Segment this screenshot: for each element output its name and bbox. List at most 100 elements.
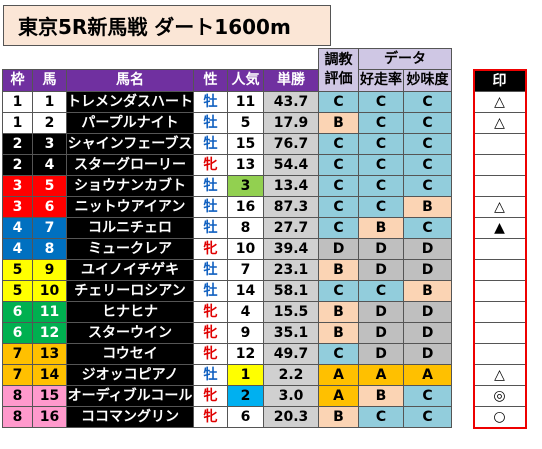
- ninki-cell: 2: [227, 384, 264, 407]
- kosoritsu-grade-cell: D: [358, 321, 404, 344]
- table-row: 1 1 トレメンダスハート牡 11 43.7 C C C △: [2, 90, 527, 113]
- table-row: 3 6 ニットウアイアン牡 16 87.3 C C B △: [2, 195, 527, 218]
- mark-cell: ○: [472, 405, 527, 429]
- gap-cell: [452, 175, 474, 196]
- ninki-cell: 4: [227, 300, 264, 323]
- tansho-cell: 58.1: [263, 279, 319, 302]
- gap-cell: [452, 322, 474, 343]
- mimido-grade-cell: C: [403, 216, 452, 239]
- tansho-cell: 76.7: [263, 132, 319, 155]
- chokyo-grade-cell: D: [318, 237, 359, 260]
- mark-cell: [472, 174, 527, 197]
- kosoritsu-grade-cell: D: [358, 237, 404, 260]
- waku-cell: 8: [2, 384, 33, 407]
- gap-cell: [452, 217, 474, 238]
- tansho-cell: 43.7: [263, 90, 319, 113]
- kosoritsu-grade-cell: C: [358, 90, 404, 113]
- tansho-cell: 3.0: [263, 384, 319, 407]
- chokyo-grade-cell: C: [318, 342, 359, 365]
- uma-cell: 3: [32, 132, 67, 155]
- kosoritsu-grade-cell: D: [358, 300, 404, 323]
- waku-cell: 3: [2, 174, 33, 197]
- ninki-cell: 5: [227, 111, 264, 134]
- uma-cell: 7: [32, 216, 67, 239]
- sex-cell: 牡: [193, 216, 228, 239]
- uma-cell: 4: [32, 153, 67, 176]
- chokyo-header: 調教 評価: [318, 48, 359, 92]
- kosoritsu-grade-cell: D: [358, 342, 404, 365]
- sex-cell: 牡: [193, 195, 228, 218]
- mimido-grade-cell: C: [403, 153, 452, 176]
- gap-cell: [452, 301, 474, 322]
- gap-cell: [452, 364, 474, 385]
- table-row: 7 14 ジオッコピアノ牡 1 2.2 A A A △: [2, 363, 527, 386]
- horse-name-cell: コウセイ: [66, 342, 194, 365]
- sex-cell: 牝: [193, 300, 228, 323]
- chokyo-grade-cell: B: [318, 405, 359, 428]
- table-row: 7 13 コウセイ牝 12 49.7 C D D: [2, 342, 527, 365]
- waku-cell: 1: [2, 90, 33, 113]
- gap-cell: [452, 196, 474, 217]
- table-row: 6 12 スターウイン牝 9 35.1 B D D: [2, 321, 527, 344]
- chokyo-grade-cell: C: [318, 90, 359, 113]
- sex-cell: 牡: [193, 111, 228, 134]
- waku-cell: 2: [2, 132, 33, 155]
- sex-cell: 牝: [193, 321, 228, 344]
- table-row: 8 16 ココマングリン牝 6 20.3 B C C ○: [2, 405, 527, 429]
- chokyo-header-top: 調教: [324, 51, 353, 68]
- sex-cell: 牝: [193, 237, 228, 260]
- ninki-cell: 9: [227, 321, 264, 344]
- tansho-header: 単勝: [263, 69, 319, 92]
- data-group-header: データ: [358, 48, 452, 70]
- horse-name-cell: ユイノイチゲキ: [66, 258, 194, 281]
- tansho-cell: 15.5: [263, 300, 319, 323]
- mark-cell: ▲: [472, 216, 527, 239]
- mimido-grade-cell: A: [403, 363, 452, 386]
- gap-cell: [452, 259, 474, 280]
- horse-name-cell: パープルナイト: [66, 111, 194, 134]
- ninki-cell: 11: [227, 90, 264, 113]
- waku-cell: 7: [2, 342, 33, 365]
- ninki-cell: 14: [227, 279, 264, 302]
- horse-name-cell: ココマングリン: [66, 405, 194, 428]
- kosoritsu-grade-cell: A: [358, 363, 404, 386]
- table-row: 1 2 パープルナイト牡 5 17.9 B C C △: [2, 111, 527, 134]
- gap-cell: [452, 238, 474, 259]
- tansho-cell: 13.4: [263, 174, 319, 197]
- table-row: 2 3 シャインフェーブス牡 15 76.7 C C C: [2, 132, 527, 155]
- mark-cell: [472, 342, 527, 365]
- uma-cell: 5: [32, 174, 67, 197]
- mimido-grade-cell: D: [403, 321, 452, 344]
- sex-cell: 牡: [193, 174, 228, 197]
- mark-cell: [472, 237, 527, 260]
- horse-name-cell: ヒナヒナ: [66, 300, 194, 323]
- chokyo-grade-cell: A: [318, 363, 359, 386]
- gap-cell: [452, 406, 474, 428]
- chokyo-grade-cell: C: [318, 153, 359, 176]
- chokyo-grade-cell: C: [318, 132, 359, 155]
- sex-cell: 牡: [193, 363, 228, 386]
- kosoritsu-grade-cell: C: [358, 132, 404, 155]
- gap-cell: [452, 385, 474, 406]
- horse-name-cell: チェリーロシアン: [66, 279, 194, 302]
- uma-cell: 12: [32, 321, 67, 344]
- tansho-cell: 39.4: [263, 237, 319, 260]
- tansho-cell: 87.3: [263, 195, 319, 218]
- header-spacer: [3, 49, 319, 70]
- horse-name-cell: オーディブルコール: [66, 384, 194, 407]
- ninki-cell: 16: [227, 195, 264, 218]
- table-row: 4 8 ミュークレア牝 10 39.4 D D D: [2, 237, 527, 260]
- tansho-cell: 27.7: [263, 216, 319, 239]
- horse-name-cell: ジオッコピアノ: [66, 363, 194, 386]
- chokyo-grade-cell: B: [318, 111, 359, 134]
- gap-cell: [452, 343, 474, 364]
- ninki-cell: 8: [227, 216, 264, 239]
- waku-cell: 6: [2, 321, 33, 344]
- kosoritsu-grade-cell: C: [358, 111, 404, 134]
- ninki-cell: 13: [227, 153, 264, 176]
- chokyo-grade-cell: C: [318, 279, 359, 302]
- gap-cell: [452, 70, 474, 92]
- sex-cell: 牡: [193, 258, 228, 281]
- kosoritsu-grade-cell: C: [358, 405, 404, 428]
- mark-cell: △: [472, 195, 527, 218]
